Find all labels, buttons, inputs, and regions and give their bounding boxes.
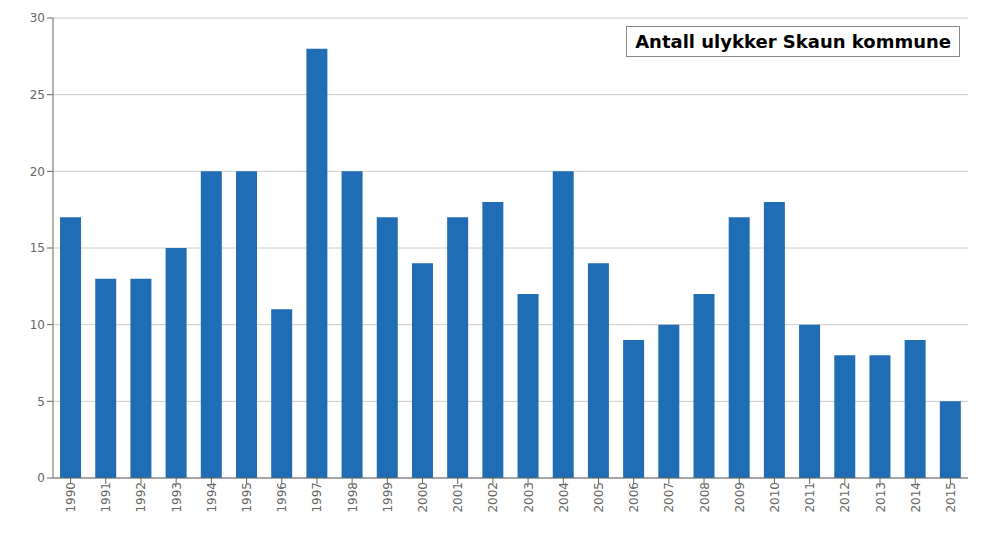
svg-text:10: 10	[30, 318, 45, 332]
svg-text:25: 25	[30, 88, 45, 102]
svg-text:1997: 1997	[310, 482, 324, 513]
svg-text:2003: 2003	[522, 482, 536, 513]
svg-text:1992: 1992	[135, 482, 149, 513]
svg-text:1996: 1996	[275, 482, 289, 513]
svg-text:2010: 2010	[768, 482, 782, 513]
svg-text:1991: 1991	[99, 482, 113, 513]
svg-text:2008: 2008	[698, 482, 712, 513]
svg-text:2015: 2015	[944, 482, 958, 513]
svg-text:20: 20	[30, 165, 45, 179]
svg-text:0: 0	[37, 471, 45, 485]
svg-text:1993: 1993	[170, 482, 184, 513]
svg-text:2002: 2002	[486, 482, 500, 513]
svg-text:1990: 1990	[64, 482, 78, 513]
svg-text:2006: 2006	[627, 482, 641, 513]
svg-text:5: 5	[37, 395, 45, 409]
svg-text:1998: 1998	[346, 482, 360, 513]
svg-text:2004: 2004	[557, 482, 571, 513]
svg-text:2013: 2013	[874, 482, 888, 513]
svg-text:1999: 1999	[381, 482, 395, 513]
svg-text:2000: 2000	[416, 482, 430, 513]
svg-text:1995: 1995	[240, 482, 254, 513]
svg-text:2011: 2011	[803, 482, 817, 513]
svg-text:2009: 2009	[733, 482, 747, 513]
svg-text:30: 30	[30, 11, 45, 25]
html-text:Antall ulykker Skaun kommune: Antall ulykker Skaun kommune	[635, 31, 951, 52]
svg-text:2005: 2005	[592, 482, 606, 513]
svg-text:2014: 2014	[909, 482, 923, 513]
svg-text:15: 15	[30, 241, 45, 255]
svg-text:2012: 2012	[838, 482, 852, 513]
svg-text:1994: 1994	[205, 482, 219, 513]
svg-text:2001: 2001	[451, 482, 465, 513]
svg-text:2007: 2007	[662, 482, 676, 513]
